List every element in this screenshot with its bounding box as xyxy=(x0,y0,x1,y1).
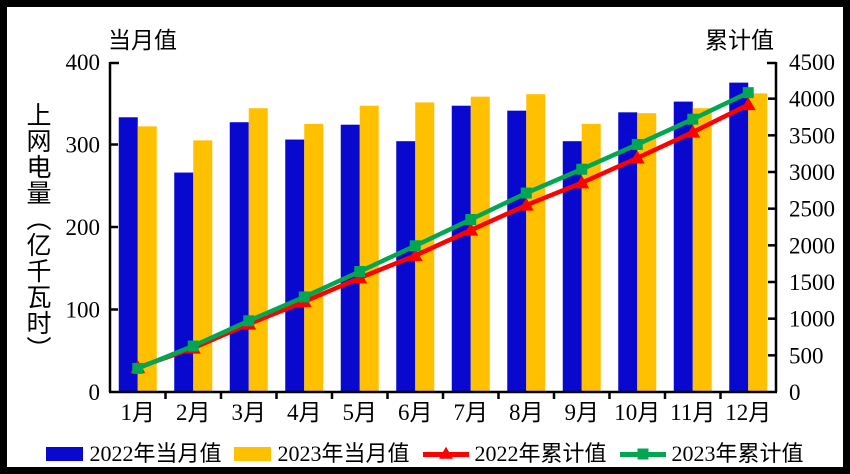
marker-square-2023年累计值-6月 xyxy=(409,240,421,252)
marker-square-2023年累计值-12月 xyxy=(742,87,754,99)
x-tick-label-6月: 6月 xyxy=(398,400,433,425)
bar-2023年当月值-12月 xyxy=(748,93,768,392)
right-tick-label: 4000 xyxy=(789,87,835,112)
marker-triangle-2022年累计值-10月 xyxy=(629,150,645,164)
bar-2022年当月值-12月 xyxy=(729,82,749,392)
bar-2023年当月值-2月 xyxy=(193,140,213,392)
right-tick-label: 3000 xyxy=(789,160,835,185)
marker-square-2023年累计值-1月 xyxy=(132,362,144,374)
left-tick-label: 200 xyxy=(66,215,101,240)
bar-2023年当月值-1月 xyxy=(137,126,157,392)
marker-square-2023年累计值-10月 xyxy=(631,138,643,150)
x-tick-label-1月: 1月 xyxy=(121,400,156,425)
triangle-marker-icon xyxy=(438,446,453,459)
left-tick-label: 300 xyxy=(66,133,101,158)
legend-line-swatch xyxy=(619,448,666,460)
right-tick-label: 2000 xyxy=(789,233,835,258)
marker-triangle-2022年累计值-6月 xyxy=(407,248,423,262)
right-tick-label: 1500 xyxy=(789,270,835,295)
line-2022年累计值 xyxy=(137,102,750,370)
x-tick-label-7月: 7月 xyxy=(454,400,489,425)
square-marker-icon xyxy=(637,448,649,460)
bar-2023年当月值-3月 xyxy=(248,108,268,392)
legend-label: 2023年当月值 xyxy=(277,441,410,466)
bar-2023年当月值-9月 xyxy=(581,123,601,392)
x-tick-label-5月: 5月 xyxy=(343,400,378,425)
x-tick-label-3月: 3月 xyxy=(232,400,267,425)
right-tick-label: 2500 xyxy=(789,197,835,222)
marker-triangle-2022年累计值-9月 xyxy=(574,175,590,189)
marker-square-2023年累计值-9月 xyxy=(576,163,588,175)
bar-2022年当月值-5月 xyxy=(340,124,360,392)
marker-square-2023年累计值-5月 xyxy=(354,266,366,278)
legend-bar-swatch xyxy=(46,447,84,461)
left-tick-label: 100 xyxy=(66,298,101,323)
legend-item-2023年累计值: 2023年累计值 xyxy=(619,441,804,466)
marker-square-2023年累计值-2月 xyxy=(187,340,199,352)
x-tick-label-12月: 12月 xyxy=(725,400,771,425)
legend-item-2023年当月值: 2023年当月值 xyxy=(234,441,410,466)
bar-2022年当月值-4月 xyxy=(285,139,305,392)
legend-label: 2022年累计值 xyxy=(474,441,607,466)
legend-item-2022年当月值: 2022年当月值 xyxy=(46,442,221,466)
legend-bar-swatch xyxy=(234,447,272,461)
bar-2022年当月值-11月 xyxy=(673,101,693,392)
bar-2022年当月值-8月 xyxy=(507,110,527,393)
marker-square-2023年累计值-3月 xyxy=(243,315,255,327)
x-tick-label-2月: 2月 xyxy=(176,400,211,425)
marker-square-2023年累计值-11月 xyxy=(687,113,699,125)
marker-triangle-2022年累计值-8月 xyxy=(518,197,534,211)
bar-2022年当月值-9月 xyxy=(562,141,582,392)
bar-2022年当月值-10月 xyxy=(618,112,638,392)
legend-item-2022年累计值: 2022年累计值 xyxy=(422,441,607,466)
right-tick-label: 1000 xyxy=(789,307,835,332)
bar-2023年当月值-7月 xyxy=(470,96,490,393)
x-tick-label-10月: 10月 xyxy=(614,400,660,425)
legend-label: 2022年当月值 xyxy=(89,441,222,466)
x-tick-label-9月: 9月 xyxy=(565,400,600,425)
bar-2023年当月值-4月 xyxy=(304,123,324,392)
bar-2022年当月值-3月 xyxy=(229,122,249,392)
chart-legend: 2022年当月值 2023年当月值 2022年累计值 2023年累计值 xyxy=(0,440,850,468)
right-tick-label: 500 xyxy=(789,343,824,368)
bar-2023年当月值-11月 xyxy=(692,108,712,392)
bar-2022年当月值-7月 xyxy=(451,105,471,392)
marker-triangle-2022年累计值-11月 xyxy=(685,124,701,138)
bar-2022年当月值-6月 xyxy=(396,141,416,392)
marker-triangle-2022年累计值-12月 xyxy=(740,97,756,111)
line-2023年累计值 xyxy=(136,90,750,371)
marker-square-2023年累计值-4月 xyxy=(298,291,310,303)
bar-2023年当月值-8月 xyxy=(526,94,546,393)
right-tick-label: 0 xyxy=(789,380,801,405)
bar-2023年当月值-10月 xyxy=(637,113,657,393)
bar-2023年当月值-6月 xyxy=(415,102,435,393)
left-axis-header: 当月值 xyxy=(108,28,177,53)
x-tick-label-4月: 4月 xyxy=(287,400,322,425)
legend-label: 2023年累计值 xyxy=(671,441,804,466)
marker-square-2023年累计值-8月 xyxy=(520,187,532,199)
marker-square-2023年累计值-7月 xyxy=(465,214,477,226)
x-tick-label-8月: 8月 xyxy=(509,400,544,425)
right-axis-header: 累计值 xyxy=(705,28,774,53)
x-tick-label-11月: 11月 xyxy=(670,400,715,425)
legend-line-swatch xyxy=(422,446,469,459)
left-tick-label: 0 xyxy=(89,380,101,405)
left-tick-label: 400 xyxy=(66,50,101,75)
bar-2022年当月值-1月 xyxy=(118,117,138,393)
bar-2023年当月值-5月 xyxy=(359,105,379,392)
y-axis-title: 上网电量（亿千瓦时） xyxy=(23,102,50,362)
bar-2022年当月值-2月 xyxy=(174,172,194,392)
marker-triangle-2022年累计值-7月 xyxy=(463,222,479,236)
right-tick-label: 3500 xyxy=(789,123,835,148)
right-tick-label: 4500 xyxy=(789,50,835,75)
